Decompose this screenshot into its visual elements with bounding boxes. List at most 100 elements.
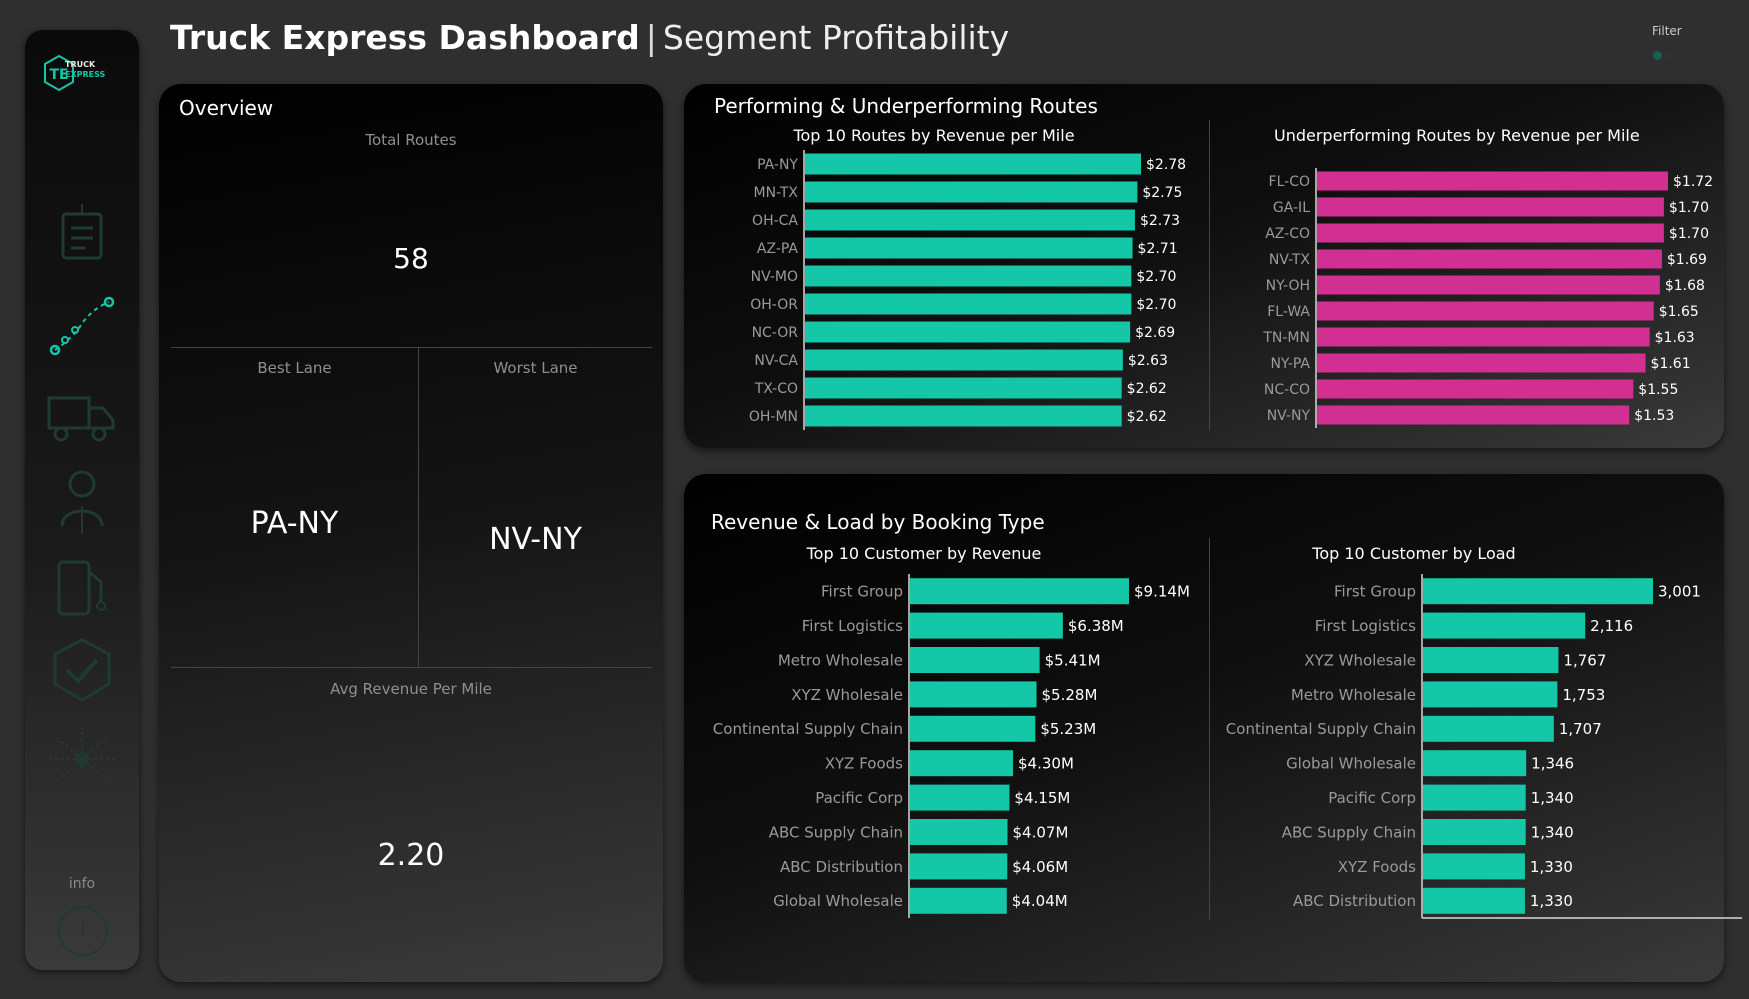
page-title-sub: Segment Profitability <box>662 18 1010 57</box>
load-customer-value: 1,707 <box>1559 720 1602 738</box>
revenue-customer-value: $5.23M <box>1040 720 1096 738</box>
best-lane-value: PA-NY <box>250 506 339 541</box>
top-route-bar[interactable] <box>805 293 1132 315</box>
underperforming-route-label: NV-TX <box>1269 252 1311 268</box>
load-customer-bar[interactable] <box>1423 853 1525 880</box>
load-customer-label: XYZ Wholesale <box>1304 651 1416 669</box>
load-customer-bar[interactable] <box>1423 647 1559 673</box>
revenue-customer-bar[interactable] <box>910 612 1063 639</box>
route-icon[interactable] <box>47 292 117 362</box>
driver-icon[interactable] <box>47 466 117 536</box>
revenue-customer-label: Metro Wholesale <box>778 651 903 669</box>
customer-revenue-chart-title: Top 10 Customer by Revenue <box>806 544 1042 563</box>
top-route-bar[interactable] <box>805 265 1132 287</box>
revenue-customer-label: First Logistics <box>802 617 903 635</box>
load-customer-value: 1,340 <box>1531 823 1574 841</box>
top-route-bar[interactable] <box>805 377 1122 399</box>
customer-load-chart-title: Top 10 Customer by Load <box>1312 544 1516 563</box>
load-customer-value: 2,116 <box>1590 617 1633 635</box>
underperforming-route-bar[interactable] <box>1317 353 1646 373</box>
underperforming-route-bar[interactable] <box>1317 197 1664 217</box>
load-customer-bar[interactable] <box>1423 715 1554 742</box>
underperforming-route-label: FL-WA <box>1267 304 1310 320</box>
underperforming-route-bar[interactable] <box>1317 171 1668 191</box>
top-route-bar[interactable] <box>805 405 1122 427</box>
revenue-customer-label: XYZ Wholesale <box>791 686 903 704</box>
load-customer-label: First Group <box>1334 583 1416 601</box>
sidebar: TE TRUCK EXPRESS <box>25 30 139 970</box>
fuel-icon[interactable] <box>47 552 117 622</box>
underperforming-route-label: AZ-CO <box>1265 226 1310 242</box>
top-route-label: OH-MN <box>749 409 798 425</box>
top-route-value: $2.75 <box>1142 185 1182 201</box>
load-customer-bar[interactable] <box>1423 887 1525 914</box>
page-title: Truck Express Dashboard | Segment Profitab… <box>170 18 1009 57</box>
routes-card-title: Performing & Underperforming Routes <box>714 94 1098 118</box>
top-route-bar[interactable] <box>805 237 1133 259</box>
underperforming-route-label: NY-PA <box>1270 356 1310 372</box>
revenue-customer-label: ABC Supply Chain <box>769 823 903 841</box>
load-customer-bar[interactable] <box>1423 784 1526 811</box>
revenue-customer-bar[interactable] <box>910 578 1129 605</box>
revenue-customer-value: $4.15M <box>1014 789 1070 807</box>
shield-check-icon[interactable] <box>47 636 117 706</box>
title-separator: | <box>645 18 657 57</box>
top-route-value: $2.70 <box>1136 297 1176 313</box>
underperforming-route-label: NC-CO <box>1264 382 1310 398</box>
underperforming-route-label: GA-IL <box>1273 200 1310 216</box>
revenue-customer-bar[interactable] <box>910 681 1037 708</box>
top-route-bar[interactable] <box>805 349 1123 371</box>
underperforming-route-bar[interactable] <box>1317 301 1654 321</box>
top-route-value: $2.73 <box>1140 213 1180 229</box>
underperforming-route-value: $1.68 <box>1665 278 1705 294</box>
revenue-customer-label: XYZ Foods <box>825 755 903 773</box>
load-customer-bar[interactable] <box>1423 681 1558 708</box>
load-customer-bar[interactable] <box>1423 578 1653 605</box>
overview-divider-bottom <box>171 667 652 668</box>
top-route-label: MN-TX <box>754 185 799 201</box>
load-customer-bar[interactable] <box>1423 750 1527 777</box>
revenue-customer-bar[interactable] <box>910 784 1010 811</box>
revenue-customer-bar[interactable] <box>910 819 1008 845</box>
info-icon[interactable]: i <box>58 906 108 956</box>
top-route-value: $2.70 <box>1136 269 1176 285</box>
top-route-label: OH-CA <box>752 213 798 229</box>
routes-divider <box>1209 120 1210 430</box>
avg-revenue-value: 2.20 <box>377 838 445 873</box>
load-customer-bar[interactable] <box>1423 612 1586 639</box>
revenue-customer-value: $5.41M <box>1045 651 1101 669</box>
avg-revenue-label: Avg Revenue Per Mile <box>330 680 492 698</box>
top-route-label: OH-OR <box>750 297 798 313</box>
underperforming-route-value: $1.72 <box>1673 174 1713 190</box>
revenue-customer-label: ABC Distribution <box>780 858 903 876</box>
network-icon[interactable] <box>47 724 117 794</box>
underperforming-route-bar[interactable] <box>1317 405 1630 425</box>
revenue-customer-bar[interactable] <box>910 715 1036 742</box>
underperforming-route-bar[interactable] <box>1317 223 1664 243</box>
top-route-bar[interactable] <box>805 321 1131 343</box>
revenue-customer-bar[interactable] <box>910 750 1014 777</box>
top-route-label: NV-CA <box>754 353 798 369</box>
underperforming-route-bar[interactable] <box>1317 379 1634 399</box>
revenue-customer-bar[interactable] <box>910 853 1008 880</box>
revenue-customer-bar[interactable] <box>910 887 1007 914</box>
load-customer-bar[interactable] <box>1423 819 1526 845</box>
underperforming-route-bar[interactable] <box>1317 249 1662 269</box>
filter-label: Filter <box>1652 24 1682 38</box>
top-route-value: $2.62 <box>1127 409 1167 425</box>
top-route-bar[interactable] <box>805 209 1135 231</box>
underperforming-route-value: $1.70 <box>1669 226 1709 242</box>
top-route-bar[interactable] <box>805 181 1138 203</box>
truck-icon[interactable] <box>47 380 117 450</box>
document-icon[interactable] <box>47 202 117 272</box>
revenue-customer-value: $9.14M <box>1134 583 1190 601</box>
top-route-bar[interactable] <box>805 153 1141 175</box>
filter-toggle[interactable] <box>1653 51 1662 60</box>
revenue-customer-bar[interactable] <box>910 647 1040 673</box>
underperforming-route-label: NV-NY <box>1267 408 1311 424</box>
overview-divider-middle <box>418 347 419 667</box>
underperforming-route-bar[interactable] <box>1317 275 1660 295</box>
underperforming-route-bar[interactable] <box>1317 327 1650 347</box>
load-customer-value: 1,767 <box>1563 651 1606 669</box>
filter-toggle-track <box>1665 55 1675 57</box>
